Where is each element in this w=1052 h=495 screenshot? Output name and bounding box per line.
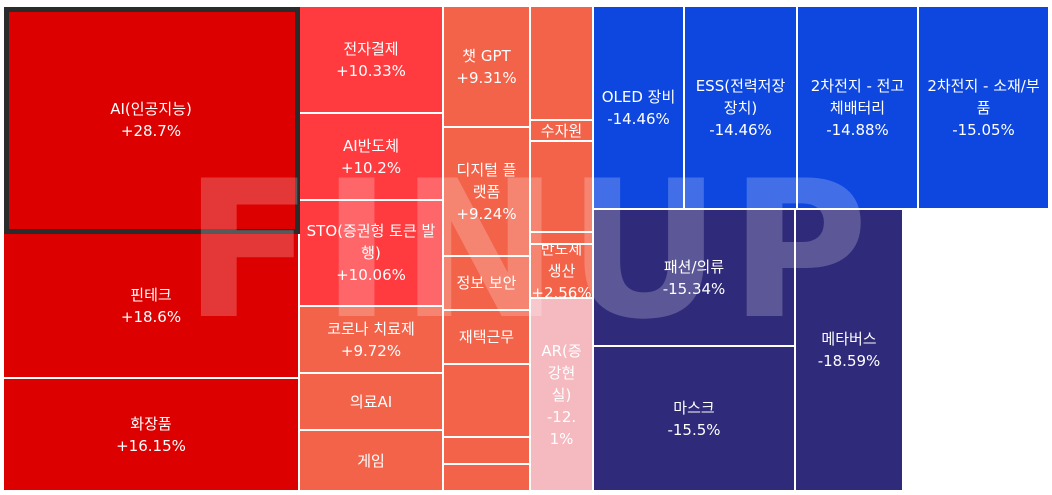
tile-label: 핀테크 xyxy=(130,285,172,304)
tile-label: 반도체생산 xyxy=(540,245,583,280)
treemap-tile[interactable]: AR(증강현실) -12.1% xyxy=(531,299,594,492)
treemap-tile[interactable] xyxy=(531,142,594,233)
tile-change-value: -14.46% xyxy=(607,109,670,128)
tile-label: 패션/의류 xyxy=(663,257,725,276)
tile-change-value: +28.7% xyxy=(120,121,182,140)
treemap-tile[interactable]: 게임 xyxy=(300,431,444,492)
tile-change-value: -15.34% xyxy=(662,279,726,298)
treemap-tile[interactable]: AI반도체 +10.2% xyxy=(300,114,444,201)
tile-label: 정보 보안 xyxy=(456,274,517,292)
tile-label: AI반도체 xyxy=(342,136,400,155)
tile-label: 재택근무 xyxy=(458,328,515,346)
tile-change-value: +9.31% xyxy=(456,68,517,87)
treemap-tile[interactable]: 정보 보안 xyxy=(444,257,531,311)
treemap-tile[interactable]: STO(증권형 토큰 발행) +10.06% xyxy=(300,201,444,307)
tile-change-value: +10.2% xyxy=(340,158,402,177)
treemap-tile[interactable]: 코로나 치료제 +9.72% xyxy=(300,307,444,374)
tile-change-value: -14.46% xyxy=(709,120,772,139)
treemap-tile[interactable]: 수자원 xyxy=(531,121,594,142)
treemap-tile[interactable]: 마스크 -15.5% xyxy=(594,347,796,492)
tile-label: 2차전지 - 전고체배터리 xyxy=(810,76,905,117)
tile-change-value: -12.1% xyxy=(546,407,577,448)
tile-change-value: -15.5% xyxy=(667,420,721,439)
treemap-tile[interactable] xyxy=(444,438,531,465)
tile-label: AR(증강현실) xyxy=(541,341,582,404)
treemap-tile[interactable]: 2차전지 - 소재/부품 -15.05% xyxy=(919,7,1050,210)
tile-change-value: -15.05% xyxy=(952,120,1015,139)
tile-label: ESS(전력저장장치) xyxy=(695,76,786,117)
tile-label: 수자원 xyxy=(540,121,583,140)
treemap-tile[interactable]: ESS(전력저장장치) -14.46% xyxy=(685,7,798,210)
treemap-tile[interactable] xyxy=(531,7,594,121)
treemap-tile[interactable]: OLED 장비 -14.46% xyxy=(594,7,685,210)
tile-label: 게임 xyxy=(357,451,385,470)
tile-label: OLED 장비 xyxy=(601,87,676,106)
tile-label: 2차전지 - 소재/부품 xyxy=(927,76,1040,117)
treemap-tile[interactable]: 핀테크 +18.6% xyxy=(4,234,300,379)
treemap-tile[interactable] xyxy=(444,465,531,492)
tile-change-value: -14.88% xyxy=(826,120,889,139)
tile-label: STO(증권형 토큰 발행) xyxy=(306,222,436,262)
treemap-tile[interactable]: 전자결제 +10.33% xyxy=(300,7,444,114)
tile-label: AI(인공지능) xyxy=(110,99,192,118)
treemap-tile[interactable]: 반도체생산 +2.56% xyxy=(531,245,594,299)
treemap-tile[interactable]: 패션/의류 -15.34% xyxy=(594,210,796,347)
tile-change-value: -18.59% xyxy=(817,352,881,370)
treemap-tile[interactable]: 의료AI xyxy=(300,374,444,431)
tile-label: 디지털 플랫폼 xyxy=(456,160,517,201)
treemap-tile[interactable] xyxy=(531,233,594,245)
tile-label: 전자결제 xyxy=(343,39,399,58)
treemap-tile[interactable]: 챗 GPT +9.31% xyxy=(444,7,531,128)
tile-change-value: +18.6% xyxy=(120,307,182,326)
treemap-tile[interactable]: 2차전지 - 전고체배터리 -14.88% xyxy=(798,7,919,210)
treemap-tile[interactable]: 메타버스 -18.59% xyxy=(796,210,904,492)
tile-change-value: +10.06% xyxy=(336,266,406,284)
tile-label: 의료AI xyxy=(349,392,393,411)
tile-label: 챗 GPT xyxy=(462,46,511,65)
tile-change-value: +9.24% xyxy=(456,204,517,223)
tile-label: 메타버스 xyxy=(821,330,877,348)
treemap-tile[interactable] xyxy=(444,365,531,438)
tile-change-value: +16.15% xyxy=(116,436,186,455)
tile-change-value: +9.72% xyxy=(340,341,402,360)
treemap-tile[interactable]: AI(인공지능) +28.7% xyxy=(4,7,300,234)
tile-change-value: +10.33% xyxy=(336,61,406,80)
treemap-tile[interactable]: 디지털 플랫폼 +9.24% xyxy=(444,128,531,257)
tile-label: 마스크 xyxy=(673,398,715,417)
tile-label: 화장품 xyxy=(130,414,172,433)
tile-label: 코로나 치료제 xyxy=(327,319,415,338)
treemap-tile[interactable]: 화장품 +16.15% xyxy=(4,379,300,492)
treemap-tile[interactable]: 재택근무 xyxy=(444,311,531,365)
tile-change-value: +2.56% xyxy=(531,284,592,299)
